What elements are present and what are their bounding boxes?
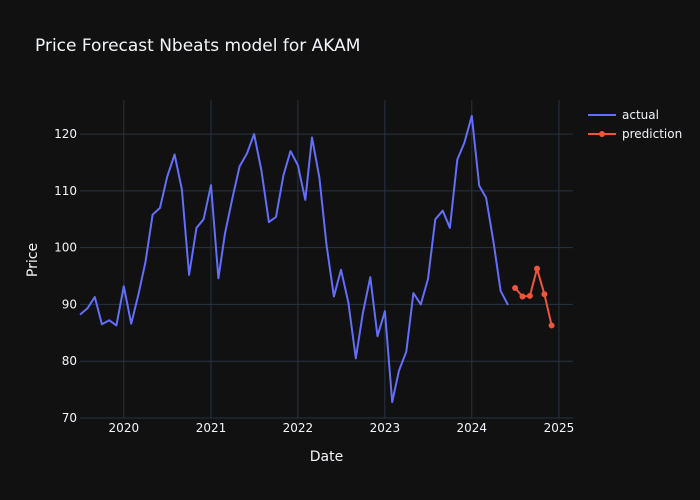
- y-tick-label: 90: [62, 297, 77, 311]
- series-point-prediction: [519, 293, 526, 300]
- y-tick-label: 110: [54, 184, 77, 198]
- series-point-prediction: [512, 284, 519, 291]
- x-tick-label: 2020: [109, 421, 140, 435]
- x-tick-label: 2025: [544, 421, 575, 435]
- legend-label-prediction: prediction: [622, 127, 682, 141]
- y-tick-label: 100: [54, 241, 77, 255]
- y-tick-label: 70: [62, 411, 77, 425]
- legend: actual prediction: [588, 108, 682, 141]
- y-axis-ticks: 70 80 90 100 110 120: [54, 127, 77, 425]
- y-tick-label: 80: [62, 354, 77, 368]
- series-line-actual: [79, 114, 509, 404]
- legend-label-actual: actual: [622, 108, 659, 122]
- series-layer: [79, 114, 555, 404]
- series-point-prediction: [526, 292, 533, 299]
- legend-marker-prediction: [599, 131, 605, 137]
- x-tick-label: 2024: [457, 421, 488, 435]
- chart-title: Price Forecast Nbeats model for AKAM: [35, 36, 360, 56]
- x-tick-label: 2022: [283, 421, 314, 435]
- series-point-prediction: [548, 322, 555, 329]
- x-axis-ticks: 2020 2021 2022 2023 2024 2025: [109, 421, 575, 435]
- y-axis-title: Price: [25, 243, 41, 277]
- x-tick-label: 2023: [370, 421, 401, 435]
- grid-lines: [80, 100, 573, 419]
- series-point-prediction: [541, 291, 548, 298]
- series-point-prediction: [534, 265, 541, 272]
- x-axis-title: Date: [310, 449, 343, 465]
- y-tick-label: 120: [54, 127, 77, 141]
- x-tick-label: 2021: [196, 421, 227, 435]
